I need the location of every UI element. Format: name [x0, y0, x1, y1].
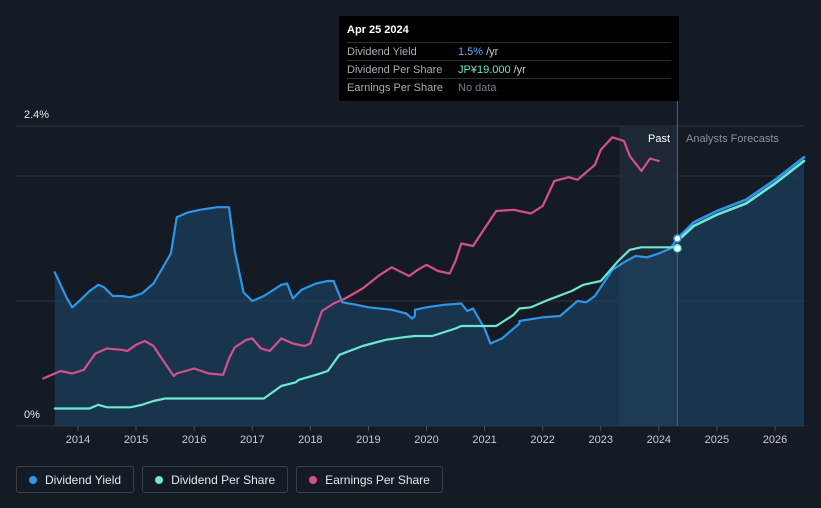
legend: Dividend Yield Dividend Per Share Earnin… — [16, 466, 443, 493]
legend-dot-icon — [29, 475, 37, 484]
x-tick-label: 2024 — [647, 434, 671, 446]
legend-earnings-per-share[interactable]: Earnings Per Share — [296, 466, 443, 493]
forecast-label: Analysts Forecasts — [686, 133, 779, 145]
x-tick-label: 2014 — [66, 434, 90, 446]
x-tick-label: 2019 — [356, 434, 380, 446]
tooltip-value: 1.5% — [458, 45, 484, 58]
tooltip: Apr 25 2024 Dividend Yield 1.5% /yr Divi… — [339, 16, 679, 101]
y-axis-top-label: 2.4% — [24, 109, 49, 121]
x-tick-label: 2016 — [182, 434, 206, 446]
x-tick-label: 2018 — [298, 434, 322, 446]
x-tick-label: 2015 — [124, 434, 148, 446]
x-tick-label: 2025 — [705, 434, 729, 446]
legend-dividend-yield[interactable]: Dividend Yield — [16, 466, 135, 493]
legend-label: Earnings Per Share — [325, 472, 430, 487]
dps-marker — [673, 244, 682, 253]
x-tick-label: 2017 — [240, 434, 264, 446]
y-axis-bottom-label: 0% — [24, 409, 40, 421]
tooltip-row-yield: Dividend Yield 1.5% /yr — [347, 42, 671, 60]
tooltip-label: Dividend Per Share — [347, 63, 443, 76]
tooltip-value: JP¥19.000 — [458, 63, 511, 76]
tooltip-row-eps: Earnings Per Share No data — [347, 78, 671, 96]
tooltip-label: Dividend Yield — [347, 45, 417, 58]
dividend-yield-area — [54, 157, 805, 427]
legend-dividend-per-share[interactable]: Dividend Per Share — [142, 466, 289, 493]
x-tick-label: 2020 — [414, 434, 438, 446]
earnings-per-share-line — [42, 136, 660, 380]
tooltip-unit: /yr — [486, 45, 499, 58]
legend-label: Dividend Yield — [45, 472, 122, 487]
x-tick-label: 2022 — [530, 434, 554, 446]
dividend-per-share-line — [53, 246, 679, 410]
yield-marker — [673, 234, 682, 243]
x-tick-label: 2026 — [763, 434, 787, 446]
past-label: Past — [648, 133, 670, 145]
x-tick-label: 2023 — [589, 434, 613, 446]
tooltip-unit: /yr — [513, 63, 526, 76]
dividend-per-share-forecast-line — [676, 159, 806, 243]
dividend-yield-line — [53, 206, 679, 345]
legend-dot-icon — [155, 475, 164, 484]
x-tick-label: 2021 — [472, 434, 496, 446]
tooltip-date: Apr 25 2024 — [347, 24, 409, 36]
legend-dot-icon — [309, 475, 318, 484]
tooltip-label: Earnings Per Share — [347, 81, 443, 94]
legend-label: Dividend Per Share — [171, 472, 276, 487]
tooltip-row-dps: Dividend Per Share JP¥19.000 /yr — [347, 60, 671, 78]
x-axis-ticks: 2014 2015 2016 2017 2018 2019 2020 2021 2022 2023… — [66, 426, 787, 446]
tooltip-value: No data — [458, 81, 497, 94]
dividend-yield-forecast-line — [676, 156, 806, 240]
